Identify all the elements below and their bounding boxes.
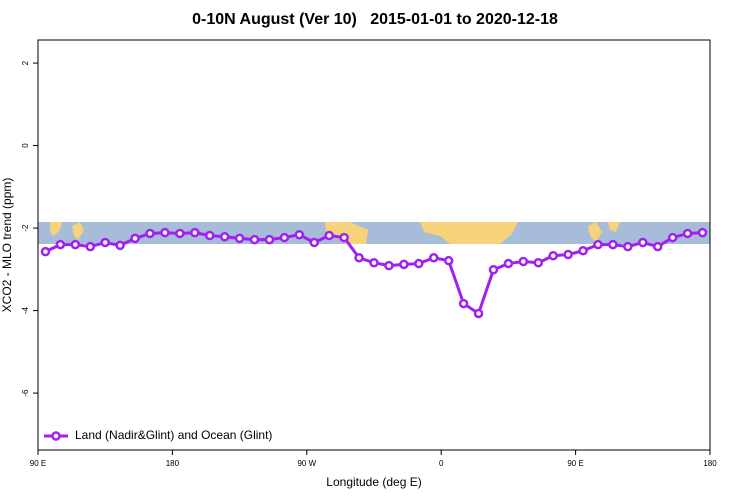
point [682,228,693,239]
y-tick-label: -4 [21,306,30,314]
point [115,240,125,251]
point [40,246,51,257]
point [369,257,379,268]
point [324,230,334,241]
point [130,233,140,244]
point [414,258,424,269]
point [384,260,394,271]
point [652,241,663,252]
point [623,241,633,252]
point [518,256,529,267]
point [443,255,454,266]
point [204,230,215,241]
point [160,227,170,238]
point [578,246,588,256]
point [428,253,439,263]
y-tick-label: 2 [21,60,30,65]
y-tick-label: 0 [21,143,30,148]
point [593,239,603,250]
point [458,298,469,309]
chart-title: 0-10N August (Ver 10) 2015-01-01 to 2020… [192,11,558,28]
x-tick-label: 90 E [567,459,583,468]
point [294,229,305,240]
point [638,237,648,248]
x-tick-label: 180 [166,459,180,468]
plot-frame [37,39,711,451]
point [85,241,96,252]
point [249,234,260,245]
point [264,234,275,245]
point [55,239,66,250]
map-band [38,222,710,244]
point [279,232,290,243]
point [145,228,155,239]
x-tick-label: 0 [439,459,444,468]
point [70,239,81,250]
point [175,228,185,239]
x-tick-label: 180 [703,459,717,468]
x-tick-label: 90 W [297,459,316,468]
point [354,253,364,263]
point [100,237,110,248]
legend-marker [51,431,61,441]
point [697,227,708,238]
legend-label: Land (Nadir&Glint) and Ocean (Glint) [75,428,272,442]
point [473,308,484,319]
point [608,239,618,250]
point [667,232,678,243]
point [190,227,200,238]
point [548,250,558,261]
point [399,259,409,270]
y-tick-label: -2 [21,224,30,232]
y-tick-label: -6 [21,389,30,397]
point [234,233,245,244]
series-line [44,231,703,316]
y-axis-title: XCO2 - MLO trend (ppm) [0,178,14,313]
point [339,232,349,243]
point [503,258,514,269]
point [563,249,573,260]
point [309,237,320,248]
point [488,264,499,275]
x-axis-title: Longitude (deg E) [326,475,421,489]
point [533,257,544,268]
x-tick-label: 90 E [30,459,46,468]
point [219,232,230,242]
